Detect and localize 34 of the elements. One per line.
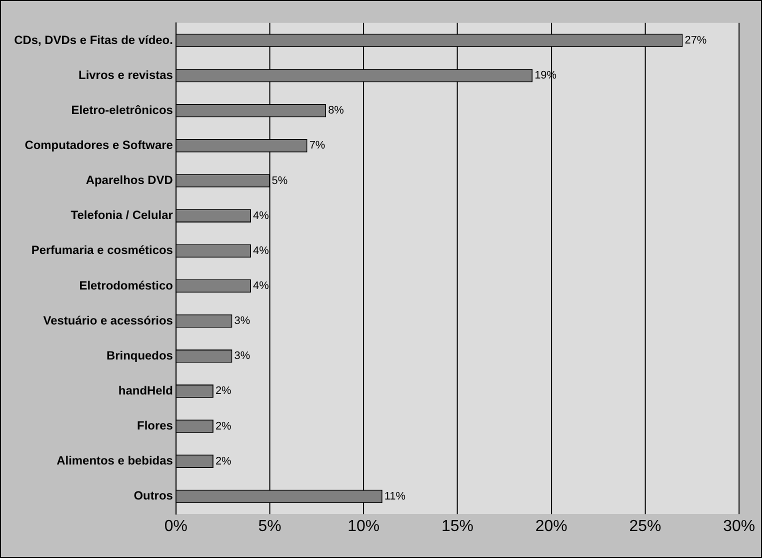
data-label: 8% [328,104,344,117]
x-tick-label: 20% [535,518,568,535]
y-tick-label: Brinquedos [106,348,174,362]
y-tick-label: Perfumaria e cosméticos [31,243,174,258]
y-tick-label: Telefonia / Celular [70,208,174,222]
data-label: 7% [309,140,326,152]
y-tick-label: handHeld [118,384,173,398]
data-label: 11% [384,490,406,502]
y-tick-label: Outros [134,488,174,503]
data-label: 3% [234,350,250,362]
x-tick-label: 10% [348,518,380,535]
y-tick-label: Livros e revistas [78,68,174,82]
y-tick-label: Computadores e Software [24,138,174,152]
x-tick-label: 25% [629,518,662,535]
data-label: 2% [215,455,232,468]
y-tick-label: CDs, DVDs e Fitas de vídeo. [14,32,173,47]
x-tick-label: 15% [442,518,474,535]
y-tick-label: Eletro-eletrônicos [71,102,174,117]
data-label: 2% [215,385,232,398]
data-label: 27% [684,34,707,46]
y-tick-label: Alimentos e bebidas [56,454,174,468]
data-label: 4% [253,244,270,257]
data-label: 5% [272,174,288,187]
data-label: 3% [234,315,250,328]
y-tick-label: Vestuário e acessórios [43,313,174,328]
y-tick-label: Aparelhos DVD [86,173,174,188]
data-label: 4% [253,210,270,222]
data-label: 4% [253,280,270,292]
y-tick-label: Eletrodoméstico [79,278,173,292]
x-tick-label: 0% [164,518,188,535]
x-tick-label: 5% [258,518,282,535]
data-label: 2% [215,420,232,432]
x-tick-label: 30% [723,518,756,535]
y-tick-label: Flores [137,418,174,433]
